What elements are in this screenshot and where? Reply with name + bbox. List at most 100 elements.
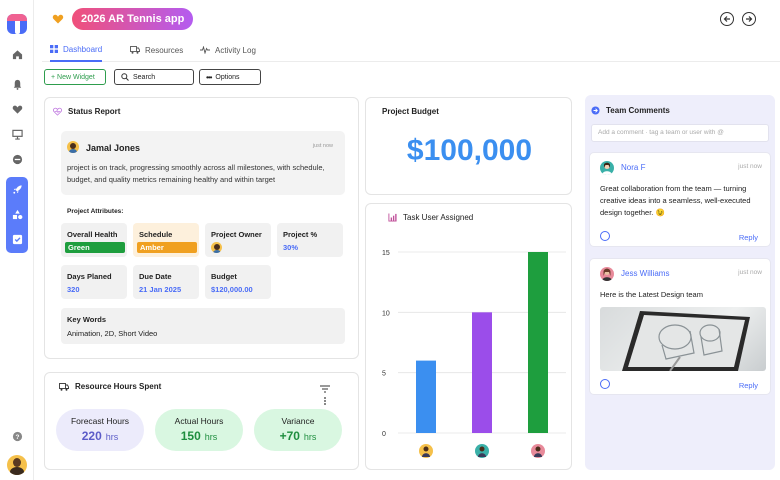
overall-health-attr: Overall Health Green <box>61 223 127 257</box>
overall-health-chip[interactable]: Green <box>65 242 125 253</box>
jess-avatar <box>600 267 614 281</box>
task-chart-header: Task User Assigned <box>388 213 473 222</box>
project-percent-label: Project % <box>283 230 318 239</box>
status-time: just now <box>312 143 333 149</box>
minus-circle-icon[interactable] <box>10 152 24 166</box>
back-arrow-icon[interactable] <box>720 12 734 26</box>
user-avatar[interactable] <box>7 455 27 475</box>
status-author: Jamal Jones <box>86 143 141 153</box>
y-tick-label: 5 <box>382 371 386 378</box>
due-date-label: Due Date <box>139 272 172 281</box>
sidebar: ? <box>0 0 34 480</box>
project-owner-label: Project Owner <box>211 230 262 239</box>
reply-link[interactable]: Reply <box>738 381 758 390</box>
presentation-icon[interactable] <box>10 127 24 141</box>
tab-resources[interactable]: Resources <box>130 38 183 62</box>
favorite-heart-icon[interactable] <box>52 13 64 25</box>
keywords-label: Key Words <box>67 315 107 324</box>
design-image[interactable] <box>600 307 766 371</box>
activity-icon <box>200 46 210 54</box>
checkbox-icon[interactable] <box>10 232 24 246</box>
project-owner-attr: Project Owner <box>205 223 271 257</box>
comment-input[interactable]: Add a comment · tag a team or user with … <box>591 124 769 142</box>
shapes-icon[interactable] <box>10 207 24 221</box>
app-title-pill[interactable]: 2026 AR Tennis app <box>72 8 194 30</box>
svg-text:?: ? <box>15 433 19 440</box>
comment-time: just now <box>738 269 762 276</box>
heartbeat-icon <box>53 107 62 116</box>
nora-avatar <box>600 161 614 175</box>
variance-label: Variance <box>281 416 315 426</box>
project-percent-attr: Project % 30% <box>277 223 343 257</box>
resource-hours-header: Resource Hours Spent <box>59 382 161 391</box>
user-avatar-tick[interactable] <box>475 444 489 458</box>
team-comments-panel: Team Comments Add a comment · tag a team… <box>585 95 775 470</box>
team-comments-header: Team Comments <box>591 106 670 115</box>
y-tick-label: 0 <box>382 431 386 438</box>
comment-author[interactable]: Nora F <box>621 163 646 172</box>
heart-icon[interactable] <box>10 102 24 116</box>
comment-text: Here is the Latest Design team <box>600 290 703 299</box>
bell-icon[interactable] <box>10 77 24 91</box>
search-icon <box>121 73 129 81</box>
tab-dashboard[interactable]: Dashboard <box>50 38 103 62</box>
emoji-reaction-icon[interactable] <box>600 379 610 389</box>
forecast-hours-pill: Forecast Hours 220 hrs <box>56 409 144 451</box>
variance-pill: Variance +70 hrs <box>254 409 342 451</box>
tab-resources-label: Resources <box>145 45 184 55</box>
comment-author[interactable]: Jess Williams <box>621 269 670 278</box>
rocket-icon[interactable] <box>10 182 24 196</box>
actual-hours-pill: Actual Hours 150 hrs <box>155 409 243 451</box>
task-chart: 15 10 5 0 <box>382 250 566 458</box>
budget-value: $120,000.00 <box>211 285 253 294</box>
truck-icon <box>59 382 69 391</box>
options-label: Options <box>215 73 240 81</box>
actual-hours-unit: hrs <box>204 432 218 442</box>
forward-arrow-icon[interactable] <box>742 12 756 26</box>
comment-card-jess: Jess Williams just now Here is the Lates… <box>589 258 771 395</box>
home-icon[interactable] <box>10 47 24 61</box>
search-input[interactable]: Search <box>114 69 194 85</box>
user-avatar-tick[interactable] <box>419 444 433 458</box>
comment-text: Great collaboration from the team — turn… <box>600 184 751 217</box>
truck-icon <box>130 46 140 54</box>
resource-hours-card: Resource Hours Spent Forecast Hours 220 h… <box>44 372 359 470</box>
arrow-circle-icon <box>591 106 600 115</box>
actual-hours-label: Actual Hours <box>174 416 224 426</box>
help-icon[interactable]: ? <box>10 429 24 443</box>
comment-card-nora: Nora F just now Great collaboration from… <box>589 152 771 247</box>
tab-bar: Dashboard Resources Activity Log <box>42 38 780 62</box>
forecast-hours-value: 220 <box>81 429 102 443</box>
y-tick-label: 15 <box>382 250 390 257</box>
project-budget-title: Project Budget <box>382 107 439 116</box>
reply-link[interactable]: Reply <box>738 233 758 242</box>
status-report-header: Status Report <box>53 107 120 116</box>
tab-activity-log[interactable]: Activity Log <box>200 38 256 62</box>
filter-menu-icon[interactable] <box>319 385 331 409</box>
owner-avatar[interactable] <box>211 242 222 253</box>
bar-user-3[interactable] <box>528 252 548 433</box>
user-avatar-tick[interactable] <box>531 444 545 458</box>
forecast-hours-unit: hrs <box>105 432 119 442</box>
attributes-title: Project Attributes: <box>67 208 124 215</box>
days-planned-value: 320 <box>67 285 80 294</box>
options-button[interactable]: ••• Options <box>199 69 261 85</box>
tab-activity-log-label: Activity Log <box>215 45 256 55</box>
days-planned-attr: Days Planed 320 <box>61 265 127 299</box>
schedule-chip[interactable]: Amber <box>137 242 197 253</box>
team-comments-title: Team Comments <box>606 106 670 115</box>
app-logo[interactable] <box>7 14 27 34</box>
keywords-value: Animation, 2D, Short Video <box>67 329 158 338</box>
due-date-attr: Due Date 21 Jan 2025 <box>133 265 199 299</box>
dots-icon: ••• <box>206 72 212 82</box>
sidebar-active-group <box>6 177 28 253</box>
bar-chart-icon <box>388 213 397 222</box>
bar-user-2[interactable] <box>472 312 492 433</box>
status-comment: Jamal Jones just now project is on track… <box>61 131 345 195</box>
bar-user-1[interactable] <box>416 360 436 433</box>
emoji-reaction-icon[interactable] <box>600 231 610 241</box>
new-widget-button[interactable]: + New Widget <box>44 69 106 85</box>
jamal-avatar <box>67 141 79 153</box>
status-message: project is on track, progressing smoothl… <box>67 163 325 184</box>
